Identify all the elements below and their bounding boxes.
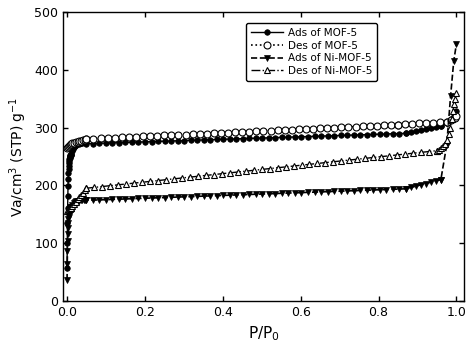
Ads of Ni-MOF-5 xyxy=(65,232,71,236)
Des of MOF-5 xyxy=(296,127,301,131)
Ads of MOF-5 xyxy=(64,266,70,271)
Ads of MOF-5 xyxy=(207,138,213,142)
Y-axis label: Va/cm$^3$ (STP) g$^{-1}$: Va/cm$^3$ (STP) g$^{-1}$ xyxy=(7,96,28,217)
Ads of Ni-MOF-5 xyxy=(325,190,330,194)
Ads of Ni-MOF-5 xyxy=(331,189,337,194)
Des of Ni-MOF-5 xyxy=(291,164,296,168)
Ads of MOF-5 xyxy=(338,133,344,138)
Ads of Ni-MOF-5 xyxy=(292,191,298,195)
Legend: Ads of MOF-5, Des of MOF-5, Ads of Ni-MOF-5, Des of Ni-MOF-5: Ads of MOF-5, Des of MOF-5, Ads of Ni-MO… xyxy=(246,23,377,81)
Ads of Ni-MOF-5 xyxy=(305,190,311,195)
Des of Ni-MOF-5 xyxy=(83,186,89,190)
Des of MOF-5 xyxy=(454,114,459,118)
Des of MOF-5 xyxy=(261,129,266,133)
Ads of Ni-MOF-5 xyxy=(64,278,70,282)
Des of MOF-5 xyxy=(64,146,70,150)
Line: Ads of MOF-5: Ads of MOF-5 xyxy=(64,108,459,271)
Ads of MOF-5 xyxy=(155,139,161,144)
Ads of MOF-5 xyxy=(65,177,71,181)
Ads of Ni-MOF-5 xyxy=(454,42,459,46)
Des of Ni-MOF-5 xyxy=(64,209,70,214)
Des of MOF-5 xyxy=(77,139,82,143)
Des of MOF-5 xyxy=(317,126,323,130)
Des of MOF-5 xyxy=(147,134,153,138)
Des of Ni-MOF-5 xyxy=(454,91,459,95)
Line: Des of Ni-MOF-5: Des of Ni-MOF-5 xyxy=(64,89,460,215)
Line: Ads of Ni-MOF-5: Ads of Ni-MOF-5 xyxy=(64,40,460,284)
Des of Ni-MOF-5 xyxy=(91,185,97,189)
Ads of MOF-5 xyxy=(454,109,459,113)
Des of Ni-MOF-5 xyxy=(283,165,288,169)
Des of Ni-MOF-5 xyxy=(446,132,452,137)
Ads of Ni-MOF-5 xyxy=(67,206,73,210)
Ads of MOF-5 xyxy=(253,136,259,140)
X-axis label: P/P$_0$: P/P$_0$ xyxy=(248,324,280,343)
Des of Ni-MOF-5 xyxy=(155,178,161,183)
Line: Des of MOF-5: Des of MOF-5 xyxy=(64,112,460,151)
Des of MOF-5 xyxy=(98,136,103,141)
Ads of MOF-5 xyxy=(66,167,72,171)
